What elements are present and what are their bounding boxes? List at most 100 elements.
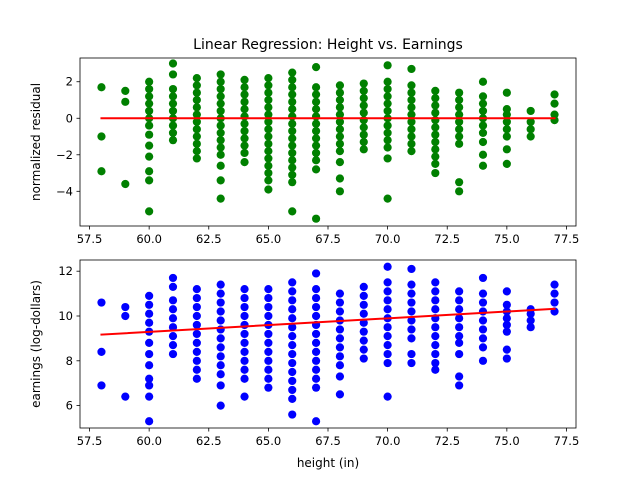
- earnings-y-tick-label: 6: [66, 399, 73, 413]
- residual-point: [311, 63, 321, 72]
- earnings-point: [240, 311, 249, 321]
- earnings-point: [145, 318, 154, 327]
- earnings-point: [407, 358, 416, 368]
- residual-point: [264, 95, 273, 105]
- earnings-point: [502, 345, 511, 354]
- residual-point: [502, 159, 511, 169]
- residual-point: [502, 125, 511, 134]
- earnings-point: [264, 347, 273, 356]
- residual-point: [431, 168, 440, 178]
- earnings-point: [168, 341, 178, 350]
- residual-point: [288, 83, 297, 92]
- residual-point: [145, 152, 154, 161]
- residual-point: [264, 139, 273, 148]
- earnings-point: [407, 289, 416, 298]
- residual-point: [240, 141, 249, 150]
- residual-point: [407, 95, 416, 105]
- earnings-point: [311, 417, 321, 426]
- residual-point: [168, 70, 178, 79]
- residual-point: [383, 99, 392, 108]
- residual-point: [407, 132, 416, 141]
- earnings-point: [264, 383, 273, 392]
- earnings-point: [455, 332, 464, 341]
- residual-point: [311, 126, 321, 136]
- earnings-point: [240, 293, 249, 303]
- residual-point: [192, 110, 201, 119]
- earnings-point: [168, 296, 178, 305]
- earnings-point: [168, 349, 178, 359]
- residual-point: [383, 84, 392, 94]
- residual-point: [168, 92, 178, 101]
- earnings-point: [288, 394, 297, 403]
- earnings-point: [216, 307, 225, 316]
- residual-point: [264, 81, 273, 90]
- residual-point: [264, 147, 273, 156]
- earnings-point: [407, 334, 416, 343]
- earnings-regression-line: [100, 307, 556, 336]
- residual-point: [216, 143, 225, 152]
- earnings-point: [168, 305, 178, 314]
- earnings-y-tick-label: 10: [58, 309, 73, 323]
- earnings-point: [383, 278, 392, 287]
- residual-point: [192, 139, 201, 148]
- residual-point: [335, 110, 345, 119]
- residual-point: [216, 194, 225, 203]
- residual-point: [264, 110, 273, 119]
- earnings-point: [335, 307, 345, 316]
- earnings-point: [264, 374, 273, 383]
- earnings-point: [240, 329, 249, 339]
- earnings-point: [407, 307, 416, 316]
- earnings-point: [216, 298, 225, 307]
- residual-point: [288, 207, 297, 216]
- earnings-point: [455, 372, 464, 381]
- residual-x-tick-label: 72.5: [434, 232, 460, 246]
- earnings-point: [145, 361, 154, 370]
- residual-point: [264, 161, 273, 170]
- residual-x-tick-label: 77.5: [554, 232, 580, 246]
- residual-point: [216, 136, 225, 145]
- residual-point: [502, 132, 511, 141]
- earnings-point: [288, 376, 297, 386]
- earnings-y-tick-label: 8: [66, 354, 73, 368]
- earnings-point: [240, 365, 249, 374]
- residual-point: [216, 176, 225, 185]
- earnings-point: [288, 314, 297, 323]
- residual-point: [431, 145, 440, 154]
- earnings-point: [264, 302, 273, 312]
- residual-y-axis-label: normalized residual: [29, 83, 43, 201]
- earnings-point: [502, 354, 511, 363]
- earnings-point: [335, 298, 345, 307]
- residual-point: [526, 125, 535, 134]
- residual-point: [335, 103, 345, 112]
- earnings-point: [288, 296, 297, 305]
- residual-point: [240, 148, 249, 158]
- residual-point: [407, 117, 416, 127]
- earnings-point: [455, 338, 464, 347]
- residual-point: [335, 132, 345, 141]
- residual-point: [455, 132, 464, 141]
- residual-point: [359, 86, 368, 95]
- residual-point: [264, 103, 273, 112]
- earnings-point: [431, 296, 440, 305]
- residual-point: [359, 108, 368, 117]
- earnings-point: [526, 323, 535, 332]
- earnings-point: [192, 320, 201, 330]
- earnings-point: [216, 289, 225, 298]
- chart-title: Linear Regression: Height vs. Earnings: [193, 37, 463, 53]
- earnings-point: [288, 341, 297, 350]
- earnings-point: [168, 332, 178, 341]
- residual-point: [192, 125, 201, 134]
- residual-point: [311, 90, 321, 99]
- earnings-point: [145, 291, 154, 300]
- residual-point: [288, 141, 297, 150]
- residual-point: [288, 178, 297, 187]
- earnings-point: [478, 325, 488, 334]
- earnings-point: [335, 361, 345, 370]
- residual-point: [264, 132, 273, 141]
- earnings-point: [216, 343, 225, 352]
- earnings-point: [192, 302, 201, 312]
- residual-point: [478, 128, 488, 137]
- earnings-point: [288, 385, 297, 395]
- earnings-point: [478, 343, 488, 352]
- residual-point: [240, 105, 249, 114]
